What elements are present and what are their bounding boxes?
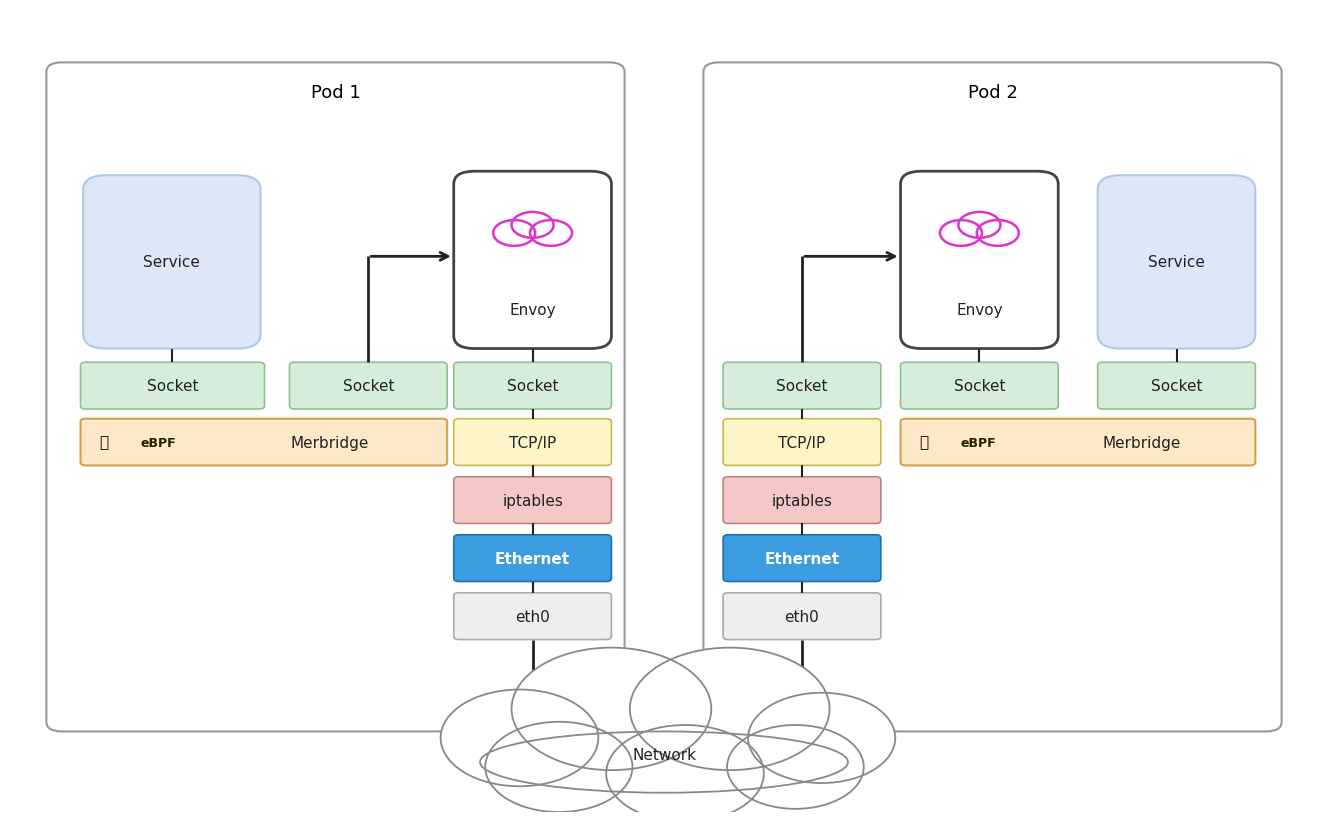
Text: Service: Service — [1149, 255, 1204, 270]
Text: eBPF: eBPF — [141, 436, 177, 449]
Text: iptables: iptables — [502, 493, 563, 508]
Ellipse shape — [479, 731, 849, 793]
FancyBboxPatch shape — [81, 363, 264, 410]
Circle shape — [606, 725, 764, 819]
Circle shape — [726, 725, 863, 809]
Text: eth0: eth0 — [515, 609, 550, 624]
FancyBboxPatch shape — [724, 363, 880, 410]
Text: Socket: Socket — [1151, 378, 1202, 394]
Text: Merbridge: Merbridge — [1102, 435, 1181, 450]
Text: Socket: Socket — [507, 378, 558, 394]
FancyBboxPatch shape — [454, 593, 611, 640]
FancyBboxPatch shape — [454, 477, 611, 524]
FancyBboxPatch shape — [724, 419, 880, 466]
FancyBboxPatch shape — [724, 535, 880, 581]
Text: Merbridge: Merbridge — [291, 435, 369, 450]
FancyBboxPatch shape — [1098, 363, 1255, 410]
Text: Envoy: Envoy — [509, 303, 556, 318]
Text: eth0: eth0 — [785, 609, 819, 624]
FancyBboxPatch shape — [900, 172, 1058, 349]
Circle shape — [441, 690, 599, 786]
Text: Service: Service — [143, 255, 201, 270]
FancyBboxPatch shape — [454, 172, 611, 349]
Circle shape — [629, 648, 830, 770]
Text: Socket: Socket — [954, 378, 1005, 394]
Text: 🐝: 🐝 — [919, 435, 928, 450]
FancyBboxPatch shape — [1098, 176, 1255, 349]
Text: Ethernet: Ethernet — [765, 551, 839, 566]
Circle shape — [511, 648, 712, 770]
FancyBboxPatch shape — [454, 419, 611, 466]
Text: Socket: Socket — [343, 378, 394, 394]
Text: eBPF: eBPF — [961, 436, 996, 449]
FancyBboxPatch shape — [84, 176, 260, 349]
FancyBboxPatch shape — [454, 535, 611, 581]
Text: iptables: iptables — [772, 493, 833, 508]
Text: Network: Network — [632, 747, 696, 762]
Circle shape — [485, 722, 632, 812]
FancyBboxPatch shape — [46, 63, 624, 731]
FancyBboxPatch shape — [724, 593, 880, 640]
Text: TCP/IP: TCP/IP — [778, 435, 826, 450]
Text: Pod 2: Pod 2 — [968, 84, 1017, 102]
FancyBboxPatch shape — [81, 419, 448, 466]
FancyBboxPatch shape — [704, 63, 1282, 731]
Text: Socket: Socket — [147, 378, 198, 394]
Text: Socket: Socket — [777, 378, 827, 394]
FancyBboxPatch shape — [724, 477, 880, 524]
Text: Ethernet: Ethernet — [495, 551, 570, 566]
Circle shape — [748, 693, 895, 783]
FancyBboxPatch shape — [290, 363, 448, 410]
Text: TCP/IP: TCP/IP — [509, 435, 556, 450]
FancyBboxPatch shape — [900, 363, 1058, 410]
Text: Envoy: Envoy — [956, 303, 1003, 318]
FancyBboxPatch shape — [900, 419, 1255, 466]
Text: 🐝: 🐝 — [100, 435, 109, 450]
FancyBboxPatch shape — [454, 363, 611, 410]
Text: Pod 1: Pod 1 — [311, 84, 360, 102]
